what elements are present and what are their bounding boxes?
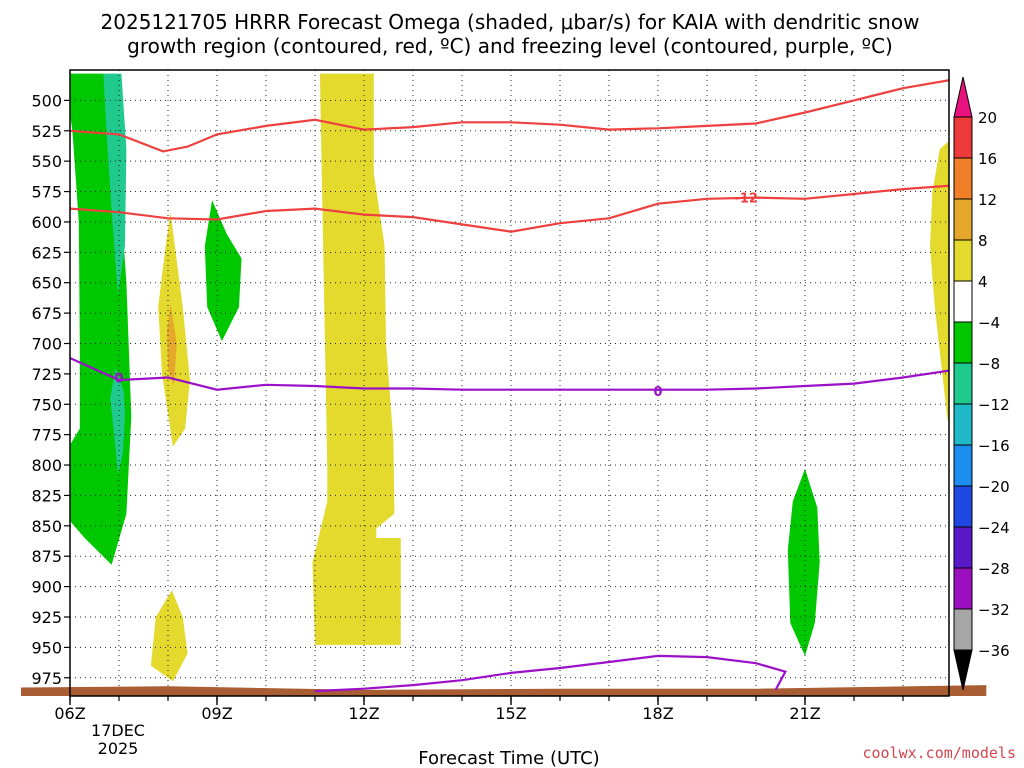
yellow-region-lower-12z bbox=[351, 538, 401, 645]
plot-grid bbox=[70, 70, 949, 696]
y-tick-label: 500 bbox=[31, 91, 62, 110]
x-axis-label: Forecast Time (UTC) bbox=[418, 748, 599, 768]
colorbar-swatch bbox=[953, 485, 973, 528]
y-tick-label: 700 bbox=[31, 334, 62, 353]
y-tick-label: 950 bbox=[31, 638, 62, 657]
credit-text: coolwx.com/models bbox=[862, 744, 1016, 762]
x-tick-label: 18Z bbox=[642, 704, 673, 723]
colorbar-label: −24 bbox=[978, 519, 1010, 537]
x-tick-label: 21Z bbox=[789, 704, 820, 723]
y-tick-label: 875 bbox=[31, 547, 62, 566]
colorbar-label: −4 bbox=[978, 314, 1000, 332]
contour-line-2 bbox=[70, 356, 949, 391]
colorbar-swatch bbox=[953, 608, 973, 651]
colorbar-label: −12 bbox=[978, 396, 1010, 414]
y-tick-label: 725 bbox=[31, 365, 62, 384]
y-tick-label: 975 bbox=[31, 669, 62, 688]
y-tick-label: 650 bbox=[31, 274, 62, 293]
teal-band-left bbox=[103, 73, 127, 295]
chart-title-line-1: 2025121705 HRRR Forecast Omega (shaded, … bbox=[101, 10, 920, 34]
y-tick-label: 775 bbox=[31, 426, 62, 445]
colorbar-label: 12 bbox=[978, 191, 997, 209]
colorbar-label: −20 bbox=[978, 478, 1010, 496]
y-tick-label: 750 bbox=[31, 395, 62, 414]
colorbar-label: −16 bbox=[978, 437, 1010, 455]
temperature-contours: -12 0 0 bbox=[70, 79, 949, 693]
y-tick-label: 925 bbox=[31, 608, 62, 627]
contour-line-0 bbox=[70, 79, 949, 153]
colorbar-label: −36 bbox=[978, 642, 1010, 660]
y-tick-label: 675 bbox=[31, 304, 62, 323]
colorbar-label: 16 bbox=[978, 150, 997, 168]
x-tick-label: 06Z bbox=[54, 704, 85, 723]
contour-label: 0 bbox=[653, 385, 662, 400]
colorbar-swatch bbox=[953, 157, 973, 200]
colorbar-swatch bbox=[953, 321, 973, 364]
colorbar-label: −32 bbox=[978, 601, 1010, 619]
colorbar: 20 16 12 8 4 −4 −8 −12 −16 −20 −24 −28 −32 −36 bbox=[953, 76, 1010, 691]
x-tick-label: 12Z bbox=[348, 704, 379, 723]
yellow-band-right bbox=[930, 141, 949, 426]
x-tick-label: 09Z bbox=[201, 704, 232, 723]
colorbar-swatch bbox=[953, 444, 973, 487]
colorbar-swatch bbox=[953, 239, 973, 282]
y-tick-label: 825 bbox=[31, 486, 62, 505]
y-tick-label: 900 bbox=[31, 578, 62, 597]
y-tick-label: 850 bbox=[31, 517, 62, 536]
colorbar-swatch bbox=[953, 567, 973, 610]
colorbar-label: 20 bbox=[978, 109, 997, 127]
contour-line-3 bbox=[314, 654, 788, 693]
orange-core-08z bbox=[167, 303, 177, 386]
yellow-blob-lower-08z bbox=[150, 590, 188, 682]
y-tick-label: 525 bbox=[31, 122, 62, 141]
colorbar-swatch bbox=[953, 362, 973, 405]
x-tick-label: 15Z bbox=[495, 704, 526, 723]
colorbar-swatch bbox=[953, 403, 973, 446]
y-axis: 500 525 550 575 600 625 650 675 700 725 750 775 800 8… bbox=[31, 91, 70, 688]
y-tick-label: 550 bbox=[31, 152, 62, 171]
y-tick-label: 600 bbox=[31, 213, 62, 232]
chart-title-line-2: growth region (contoured, red, ºC) and f… bbox=[127, 34, 893, 58]
terrain-surface bbox=[21, 685, 987, 696]
plot-frame bbox=[69, 69, 950, 697]
omega-shading bbox=[70, 73, 949, 682]
x-date-day: 17DEC bbox=[91, 721, 145, 740]
x-axis: 06Z 09Z 12Z 15Z 18Z 21Z bbox=[54, 696, 904, 723]
y-tick-label: 800 bbox=[31, 456, 62, 475]
colorbar-label: −28 bbox=[978, 560, 1010, 578]
colorbar-label: 4 bbox=[978, 273, 988, 291]
colorbar-swatch bbox=[953, 116, 973, 159]
terrain-fill bbox=[21, 685, 987, 696]
green-blob-21z bbox=[787, 468, 820, 656]
colorbar-top-arrow bbox=[953, 76, 973, 118]
x-date-year: 2025 bbox=[98, 739, 139, 758]
y-tick-label: 625 bbox=[31, 243, 62, 262]
green-blob-09z bbox=[204, 200, 242, 342]
y-tick-label: 575 bbox=[31, 183, 62, 202]
contour-line-1 bbox=[70, 184, 949, 233]
colorbar-bottom-arrow bbox=[953, 649, 973, 691]
colorbar-swatch bbox=[953, 280, 973, 323]
contour-label: -12 bbox=[734, 192, 758, 207]
yellow-column-12z bbox=[312, 73, 395, 645]
colorbar-label: −8 bbox=[978, 355, 1000, 373]
colorbar-label: 8 bbox=[978, 232, 988, 250]
teal-band-lower bbox=[110, 367, 125, 475]
colorbar-swatch bbox=[953, 198, 973, 241]
colorbar-swatch bbox=[953, 526, 973, 569]
contour-label: 0 bbox=[114, 372, 123, 387]
